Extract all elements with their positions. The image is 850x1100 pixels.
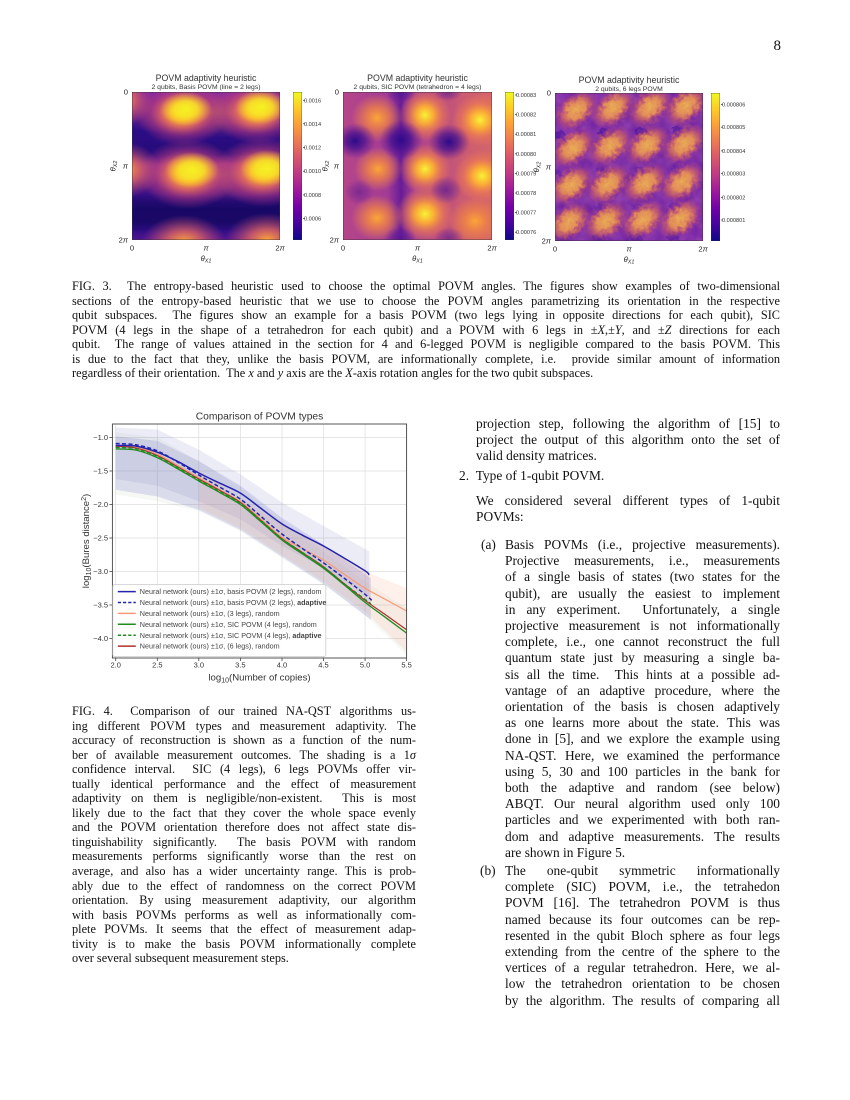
svg-text:0: 0 bbox=[335, 88, 339, 97]
svg-text:0.000803: 0.000803 bbox=[722, 172, 745, 178]
svg-text:−3.5: −3.5 bbox=[93, 601, 108, 610]
svg-text:π: π bbox=[334, 162, 340, 171]
svg-text:0.00081: 0.00081 bbox=[516, 132, 536, 138]
svg-text:−2.0: −2.0 bbox=[93, 500, 108, 509]
svg-text:3.0: 3.0 bbox=[194, 661, 204, 670]
svg-text:Neural network (ours) ±1σ, bas: Neural network (ours) ±1σ, basis POVM (2… bbox=[140, 598, 327, 607]
svg-text:π: π bbox=[123, 162, 129, 171]
svg-text:2π: 2π bbox=[542, 237, 552, 246]
svg-text:0.0006: 0.0006 bbox=[304, 217, 321, 223]
svg-text:θX2: θX2 bbox=[532, 162, 543, 173]
svg-text:2π: 2π bbox=[698, 245, 708, 254]
svg-text:0.00076: 0.00076 bbox=[516, 230, 536, 236]
svg-text:0.00082: 0.00082 bbox=[516, 113, 536, 119]
svg-text:0.00079: 0.00079 bbox=[516, 171, 536, 177]
svg-text:π: π bbox=[626, 245, 632, 254]
svg-text:0.000801: 0.000801 bbox=[722, 218, 745, 224]
svg-text:0: 0 bbox=[547, 89, 551, 98]
svg-text:log10(Number of copies): log10(Number of copies) bbox=[208, 673, 310, 685]
svg-text:0.00077: 0.00077 bbox=[516, 211, 536, 217]
svg-text:θX1: θX1 bbox=[201, 254, 212, 265]
svg-text:0.00080: 0.00080 bbox=[516, 152, 536, 158]
svg-text:π: π bbox=[203, 244, 209, 253]
svg-text:0.0012: 0.0012 bbox=[304, 146, 321, 152]
svg-text:2.0: 2.0 bbox=[110, 661, 120, 670]
svg-text:0: 0 bbox=[553, 245, 557, 254]
svg-text:4.0: 4.0 bbox=[277, 661, 287, 670]
svg-text:2π: 2π bbox=[487, 244, 497, 253]
svg-text:Neural network (ours) ±1σ, (3: Neural network (ours) ±1σ, (3 legs), ran… bbox=[140, 609, 280, 618]
svg-text:0.00083: 0.00083 bbox=[516, 93, 536, 99]
svg-text:0: 0 bbox=[124, 88, 128, 97]
svg-text:π: π bbox=[415, 244, 421, 253]
svg-text:0.0008: 0.0008 bbox=[304, 193, 321, 199]
svg-text:π: π bbox=[546, 163, 552, 172]
svg-text:θX1: θX1 bbox=[412, 254, 423, 265]
svg-text:4.5: 4.5 bbox=[318, 661, 328, 670]
svg-text:0: 0 bbox=[341, 244, 345, 253]
svg-text:log10(Bures distance2): log10(Bures distance2) bbox=[81, 494, 93, 588]
svg-text:0.0014: 0.0014 bbox=[304, 122, 321, 128]
svg-text:Comparison of POVM types: Comparison of POVM types bbox=[196, 412, 324, 423]
svg-text:0.000806: 0.000806 bbox=[722, 103, 745, 109]
svg-text:Neural network (ours) ±1σ, (6: Neural network (ours) ±1σ, (6 legs), ran… bbox=[140, 642, 280, 651]
svg-text:0.00078: 0.00078 bbox=[516, 191, 536, 197]
svg-text:5.0: 5.0 bbox=[360, 661, 370, 670]
svg-text:0: 0 bbox=[130, 244, 134, 253]
svg-text:Neural network (ours) ±1σ, bas: Neural network (ours) ±1σ, basis POVM (2… bbox=[140, 587, 322, 596]
svg-text:−1.0: −1.0 bbox=[93, 433, 108, 442]
svg-text:2π: 2π bbox=[119, 236, 129, 245]
svg-text:θX2: θX2 bbox=[321, 161, 332, 172]
svg-text:θX1: θX1 bbox=[624, 255, 635, 266]
svg-text:5.5: 5.5 bbox=[401, 661, 411, 670]
svg-text:Neural network (ours) ±1σ, SIC: Neural network (ours) ±1σ, SIC POVM (4 l… bbox=[140, 620, 317, 629]
svg-text:0.000805: 0.000805 bbox=[722, 125, 745, 131]
svg-text:0.000804: 0.000804 bbox=[722, 149, 745, 155]
svg-text:0.000802: 0.000802 bbox=[722, 195, 745, 201]
svg-text:−3.0: −3.0 bbox=[93, 567, 108, 576]
svg-text:2π: 2π bbox=[330, 236, 340, 245]
svg-text:0.0010: 0.0010 bbox=[304, 169, 321, 175]
svg-text:Neural network (ours) ±1σ, SIC: Neural network (ours) ±1σ, SIC POVM (4 l… bbox=[140, 631, 322, 640]
svg-text:−2.5: −2.5 bbox=[93, 534, 108, 543]
svg-text:2π: 2π bbox=[275, 244, 285, 253]
svg-text:θX2: θX2 bbox=[109, 161, 120, 172]
svg-text:0.0016: 0.0016 bbox=[304, 98, 321, 104]
svg-text:3.5: 3.5 bbox=[235, 661, 245, 670]
svg-text:2.5: 2.5 bbox=[152, 661, 162, 670]
svg-text:−1.5: −1.5 bbox=[93, 467, 108, 476]
svg-text:−4.0: −4.0 bbox=[93, 634, 108, 643]
